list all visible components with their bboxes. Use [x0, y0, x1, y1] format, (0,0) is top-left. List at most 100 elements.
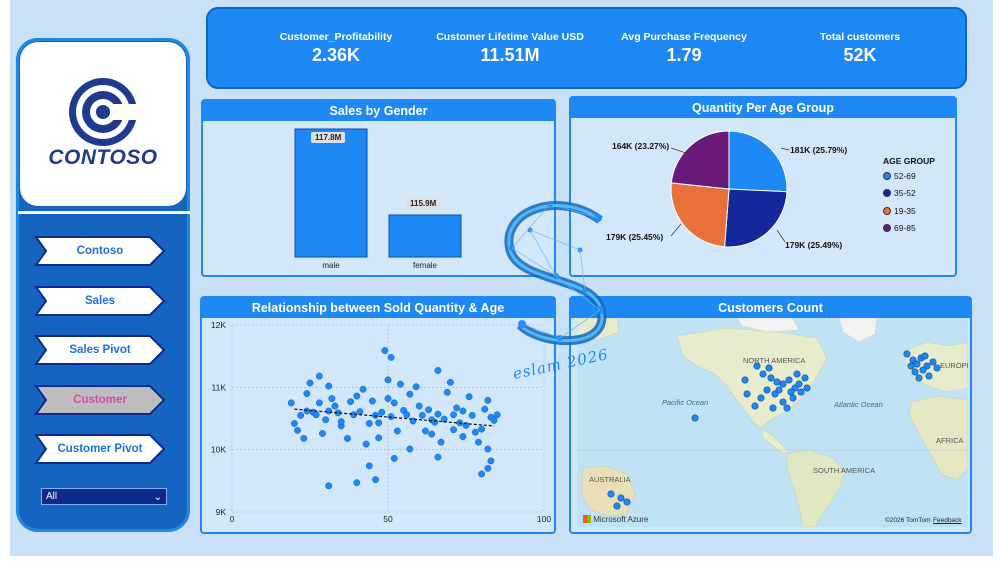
- scatter-point[interactable]: [359, 385, 367, 393]
- scatter-point[interactable]: [493, 411, 501, 419]
- scatter-point[interactable]: [459, 433, 467, 441]
- nav-button-sales-pivot[interactable]: Sales Pivot: [34, 334, 166, 366]
- scatter-point[interactable]: [446, 378, 454, 386]
- scatter-point[interactable]: [375, 419, 383, 427]
- scatter-point[interactable]: [393, 427, 401, 435]
- scatter-point[interactable]: [397, 380, 404, 388]
- map-marker[interactable]: [779, 380, 787, 388]
- map-marker[interactable]: [929, 358, 937, 366]
- scatter-point[interactable]: [490, 416, 498, 424]
- pie-slice-19-35[interactable]: [670, 182, 730, 248]
- legend-item[interactable]: 35-52: [883, 188, 916, 198]
- legend-item[interactable]: 52-69: [883, 171, 916, 181]
- scatter-point[interactable]: [434, 410, 442, 418]
- map-marker[interactable]: [765, 364, 773, 372]
- scatter-point[interactable]: [287, 399, 295, 407]
- map-marker[interactable]: [793, 370, 801, 378]
- scatter-point[interactable]: [425, 406, 433, 414]
- scatter-point[interactable]: [437, 438, 445, 446]
- map-feedback-link[interactable]: Feedback: [933, 517, 962, 524]
- pie-slice-52-69[interactable]: [728, 130, 788, 193]
- scatter-point[interactable]: [362, 440, 370, 448]
- map-marker[interactable]: [753, 362, 761, 370]
- scatter-point[interactable]: [378, 408, 386, 416]
- map-marker[interactable]: [795, 380, 803, 388]
- scatter-point[interactable]: [312, 411, 320, 419]
- scatter-point[interactable]: [431, 418, 439, 426]
- map-marker[interactable]: [921, 352, 929, 360]
- scatter-point[interactable]: [300, 434, 308, 442]
- scatter-point[interactable]: [353, 392, 361, 400]
- legend-item[interactable]: 19-35: [883, 206, 916, 216]
- map-marker[interactable]: [691, 414, 699, 422]
- scatter-point[interactable]: [406, 390, 414, 398]
- scatter-point[interactable]: [328, 395, 336, 403]
- nav-button-sales[interactable]: Sales: [34, 285, 166, 317]
- scatter-point[interactable]: [347, 398, 355, 406]
- scatter-point[interactable]: [450, 411, 457, 419]
- scatter-point[interactable]: [353, 479, 361, 487]
- scatter-point[interactable]: [484, 464, 492, 472]
- scatter-point[interactable]: [322, 416, 330, 424]
- scatter-point[interactable]: [331, 402, 339, 410]
- map-marker[interactable]: [623, 498, 631, 506]
- legend-item[interactable]: 69-85: [883, 223, 916, 233]
- quantity-per-age-panel[interactable]: Quantity Per Age Group 181K (25.79%) 179…: [569, 96, 957, 277]
- map-marker[interactable]: [741, 376, 749, 384]
- bar-male[interactable]: [294, 128, 368, 258]
- map-marker[interactable]: [915, 374, 923, 382]
- scatter-point[interactable]: [372, 411, 379, 419]
- scatter-point[interactable]: [365, 462, 373, 470]
- scatter-point[interactable]: [375, 434, 383, 442]
- scatter-point[interactable]: [315, 399, 323, 407]
- map-marker[interactable]: [783, 404, 791, 412]
- filter-dropdown[interactable]: All ⌄: [41, 488, 167, 505]
- scatter-point[interactable]: [421, 427, 429, 435]
- scatter-point[interactable]: [303, 407, 311, 415]
- map-marker[interactable]: [617, 494, 625, 502]
- nav-button-customer[interactable]: Customer: [34, 384, 166, 416]
- map-marker[interactable]: [803, 384, 811, 392]
- scatter-point[interactable]: [315, 372, 323, 380]
- map-marker[interactable]: [763, 386, 771, 394]
- map-marker[interactable]: [925, 372, 933, 380]
- map-marker[interactable]: [769, 404, 777, 412]
- scatter-point[interactable]: [481, 405, 489, 413]
- scatter-point[interactable]: [325, 407, 333, 415]
- scatter-point[interactable]: [303, 390, 311, 398]
- map-marker[interactable]: [775, 386, 783, 394]
- scatter-point[interactable]: [390, 454, 398, 462]
- scatter-point[interactable]: [343, 434, 351, 442]
- scatter-point[interactable]: [319, 430, 326, 437]
- scatter-point[interactable]: [434, 367, 442, 374]
- map-marker[interactable]: [743, 390, 751, 398]
- map-marker[interactable]: [801, 374, 809, 382]
- scatter-point[interactable]: [478, 470, 486, 478]
- scatter-point[interactable]: [381, 347, 389, 355]
- scatter-point[interactable]: [468, 411, 476, 419]
- map-marker[interactable]: [759, 370, 767, 378]
- scatter-point[interactable]: [384, 395, 392, 403]
- map-marker[interactable]: [913, 360, 921, 368]
- map-marker[interactable]: [787, 388, 795, 396]
- scatter-point[interactable]: [387, 353, 395, 361]
- scatter-point[interactable]: [484, 396, 492, 404]
- map-marker[interactable]: [773, 378, 781, 386]
- sales-by-gender-panel[interactable]: Sales by Gender 117.8M 115.9M male femal…: [201, 99, 556, 277]
- scatter-point[interactable]: [450, 426, 457, 434]
- map-marker[interactable]: [797, 388, 805, 396]
- bar-female[interactable]: [388, 214, 462, 258]
- scatter-point[interactable]: [406, 445, 414, 453]
- map-marker[interactable]: [785, 376, 793, 384]
- scatter-point[interactable]: [306, 379, 314, 387]
- map-marker[interactable]: [907, 362, 915, 370]
- scatter-point[interactable]: [356, 408, 364, 416]
- map-marker[interactable]: [757, 394, 765, 402]
- scatter-point[interactable]: [384, 376, 392, 384]
- scatter-point[interactable]: [325, 482, 333, 490]
- relationship-scatter-panel[interactable]: Relationship between Sold Quantity & Age…: [200, 296, 556, 534]
- pie-slice-35-52[interactable]: [724, 188, 788, 248]
- map-marker[interactable]: [613, 502, 621, 510]
- scatter-point[interactable]: [412, 383, 420, 391]
- map-marker[interactable]: [767, 374, 775, 382]
